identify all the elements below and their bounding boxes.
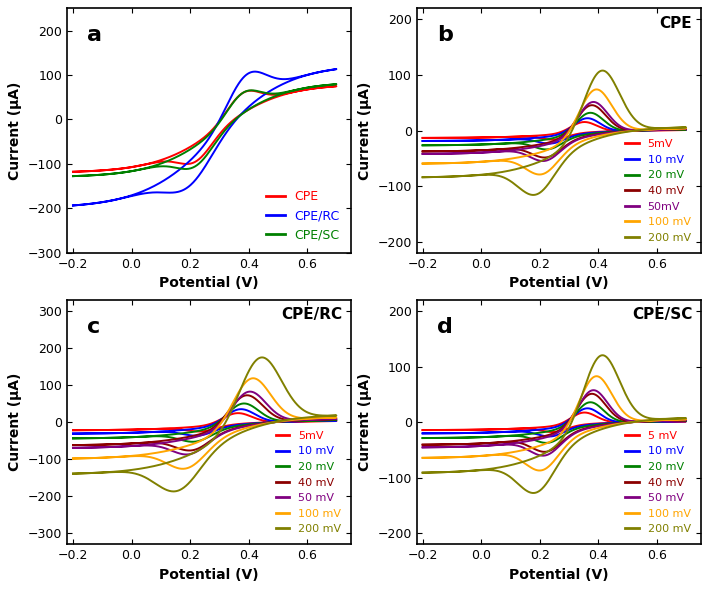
Legend: 5mV, 10 mV, 20 mV, 40 mV, 50mV, 100 mV, 200 mV: 5mV, 10 mV, 20 mV, 40 mV, 50mV, 100 mV, … xyxy=(621,135,695,247)
Text: a: a xyxy=(87,25,102,45)
Text: c: c xyxy=(87,317,100,337)
X-axis label: Potential (V): Potential (V) xyxy=(509,276,608,290)
Text: CPE/SC: CPE/SC xyxy=(632,307,692,322)
Text: b: b xyxy=(437,25,452,45)
X-axis label: Potential (V): Potential (V) xyxy=(509,568,608,582)
Text: CPE/RC: CPE/RC xyxy=(281,307,342,322)
X-axis label: Potential (V): Potential (V) xyxy=(160,568,259,582)
Y-axis label: Current (μA): Current (μA) xyxy=(9,373,22,471)
Legend: 5 mV, 10 mV, 20 mV, 40 mV, 50 mV, 100 mV, 200 mV: 5 mV, 10 mV, 20 mV, 40 mV, 50 mV, 100 mV… xyxy=(621,427,695,539)
Text: d: d xyxy=(437,317,452,337)
Legend: CPE, CPE/RC, CPE/SC: CPE, CPE/RC, CPE/SC xyxy=(261,185,345,247)
Legend: 5mV, 10 mV, 20 mV, 40 mV, 50 mV, 100 mV, 200 mV: 5mV, 10 mV, 20 mV, 40 mV, 50 mV, 100 mV,… xyxy=(272,427,345,539)
Text: CPE: CPE xyxy=(659,16,692,31)
Y-axis label: Current (μA): Current (μA) xyxy=(358,373,372,471)
Y-axis label: Current (μA): Current (μA) xyxy=(9,81,22,180)
Y-axis label: Current (μA): Current (μA) xyxy=(358,81,372,180)
X-axis label: Potential (V): Potential (V) xyxy=(160,276,259,290)
